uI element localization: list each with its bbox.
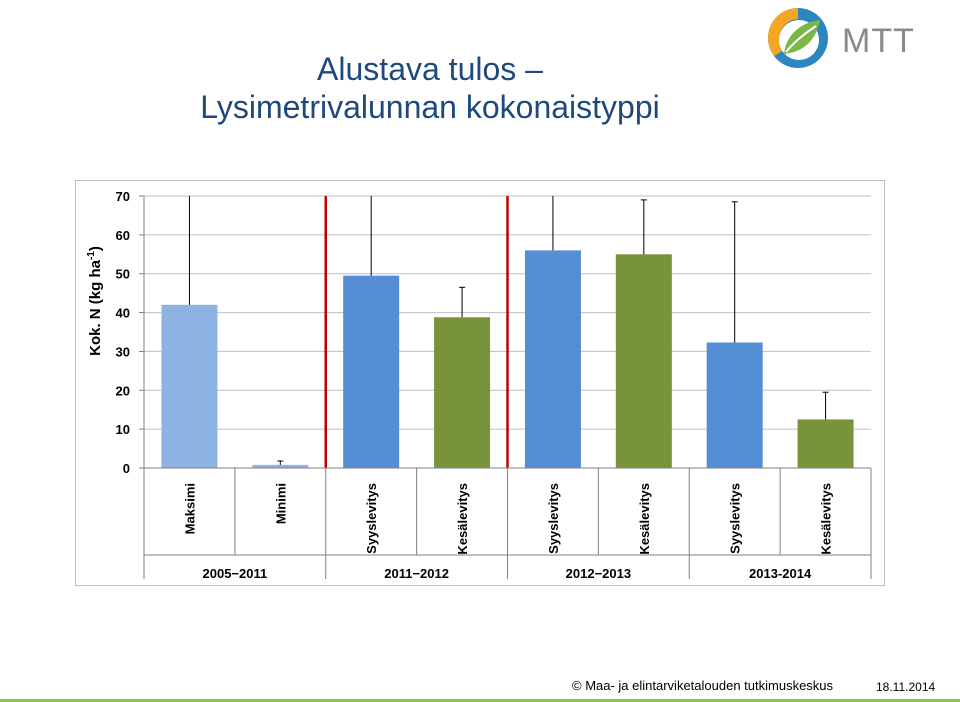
category-label: Syyslevitys [728,483,743,554]
footer-date: 18.11.2014 [876,680,936,694]
bar [615,254,672,468]
mtt-leaf-logo-icon: MTT [768,8,915,68]
category-label: Kesälevitys [455,483,470,555]
separator-layer [324,196,509,468]
y-axis-label-main: Kok. N (kg ha [87,259,104,356]
chart-frame: 0 10 20 30 40 50 60 70 Maksimi Minimi Syyslevitys K… [75,180,885,586]
category-label: Kesälevitys [637,483,652,555]
label-layer: 0 10 20 30 40 50 60 70 Maksimi Minimi Syyslevitys K… [116,189,834,581]
axis-layer [139,195,872,579]
bar [797,419,854,468]
footer-strip [0,699,960,702]
title-line-2: Lysimetrivalunnan kokonaistyppi [200,89,660,125]
bar [434,317,491,468]
title-line-1: Alustava tulos – [317,51,543,87]
y-tick-label: 60 [116,228,130,243]
bar-chart: 0 10 20 30 40 50 60 70 Maksimi Minimi Syyslevitys K… [86,189,872,581]
category-label: Kesälevitys [819,483,834,555]
bar [252,464,309,468]
group-label: 2012−2013 [566,566,631,581]
y-axis-label: Kok. N (kg ha-1) [86,246,104,356]
y-tick-label: 20 [116,383,130,398]
category-label: Maksimi [182,483,197,534]
copyright-text: © Maa- ja elintarviketalouden tutkimuske… [572,678,834,693]
slide-title: Alustava tulos – Lysimetrivalunnan kokon… [150,50,710,126]
logo-text: MTT [842,22,915,60]
category-label: Syyslevitys [364,483,379,554]
bar [706,342,763,468]
error-bars-layer [188,196,829,465]
y-tick-label: 50 [116,267,130,282]
y-axis-label-superscript: -1 [86,251,97,260]
y-tick-label: 30 [116,344,130,359]
group-label: 2005−2011 [203,566,268,581]
y-tick-label: 10 [116,422,130,437]
y-tick-label: 70 [116,189,130,204]
y-tick-label: 40 [116,306,130,321]
group-label: 2011−2012 [384,566,449,581]
bar [161,304,218,468]
logo-ring-orange [768,8,798,56]
bar [343,275,400,468]
bar [524,250,581,468]
y-axis-label-close: ) [87,246,104,251]
group-label: 2013-2014 [749,566,812,581]
bars-layer [161,250,854,468]
category-label: Minimi [273,483,288,524]
y-tick-label: 0 [123,461,130,476]
category-label: Syyslevitys [546,483,561,554]
